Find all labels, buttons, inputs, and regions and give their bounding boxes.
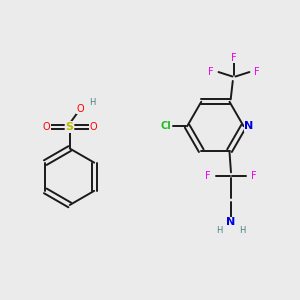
Text: N: N (226, 217, 236, 227)
Text: H: H (89, 98, 96, 106)
Text: F: F (208, 67, 214, 77)
Text: O: O (89, 122, 97, 132)
Text: O: O (43, 122, 50, 132)
Text: F: F (231, 53, 237, 63)
Text: F: F (254, 67, 260, 77)
Text: F: F (205, 171, 211, 181)
Text: O: O (76, 104, 84, 114)
Text: Cl: Cl (160, 121, 171, 131)
Text: N: N (244, 121, 254, 131)
Text: F: F (251, 171, 257, 181)
Text: S: S (66, 122, 74, 132)
Text: H: H (217, 226, 223, 235)
Text: H: H (239, 226, 245, 235)
